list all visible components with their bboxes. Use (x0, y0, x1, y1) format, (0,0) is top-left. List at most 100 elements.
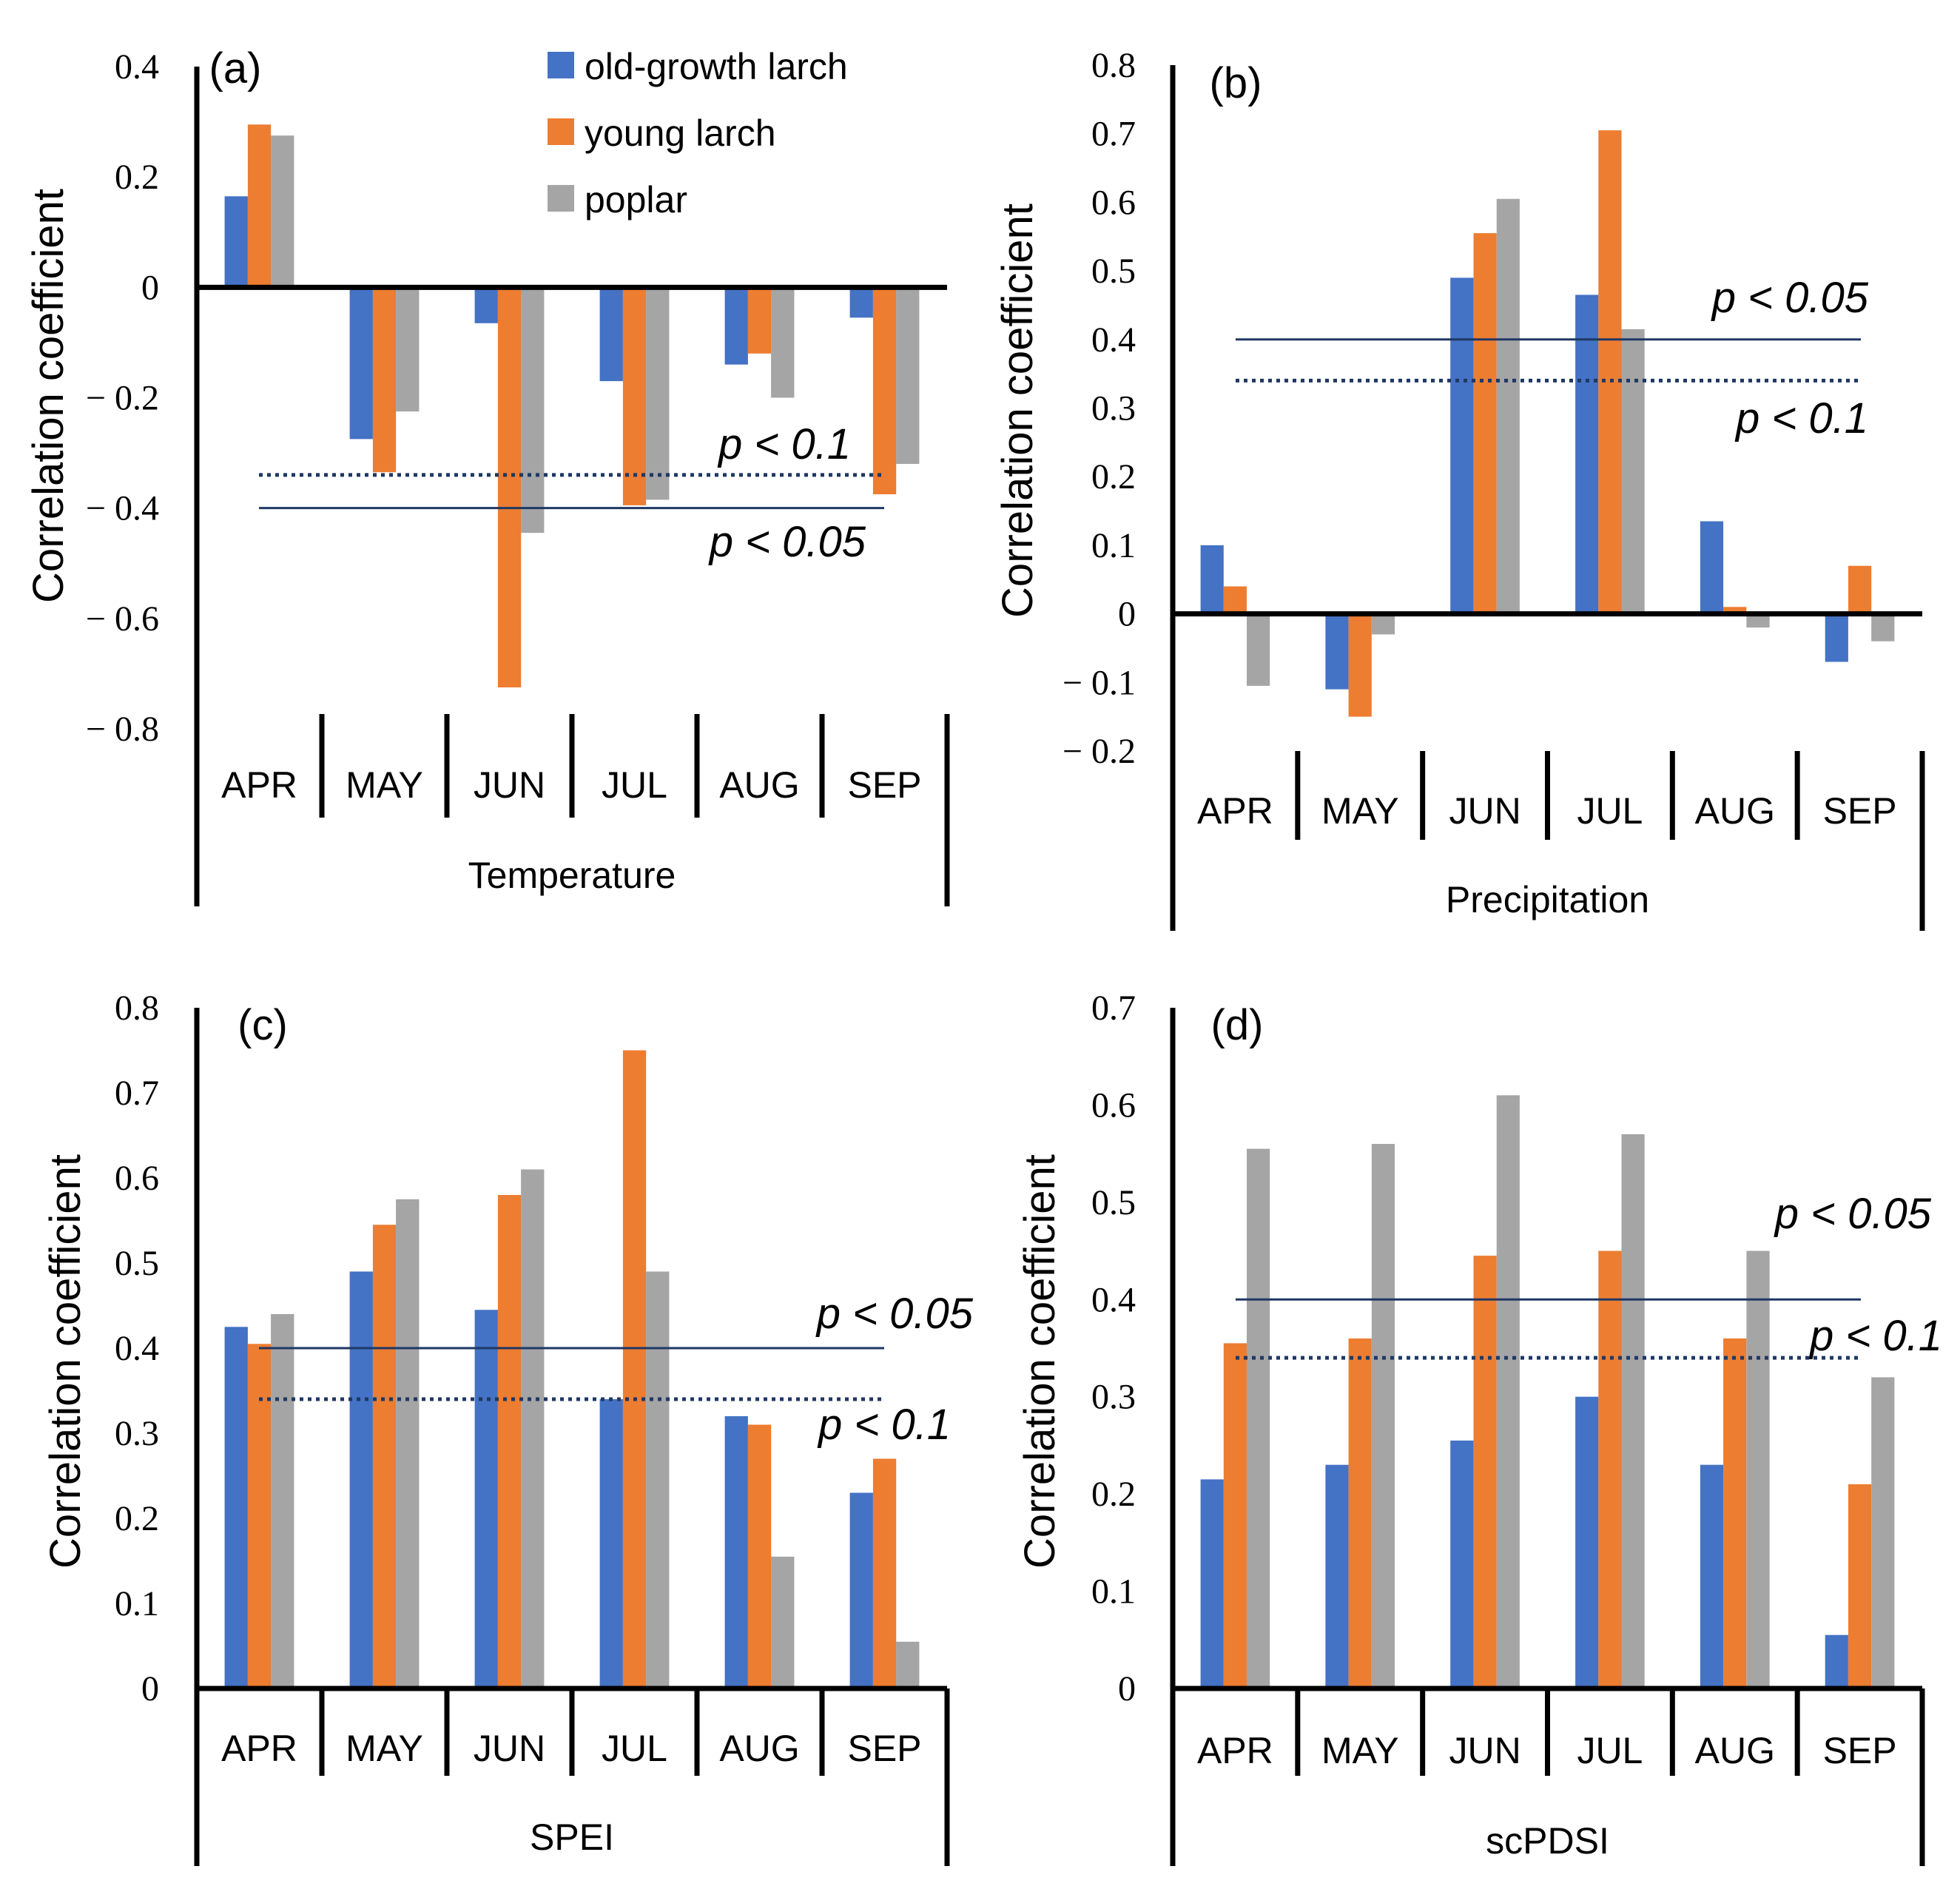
y-tick-label: 0.8 (115, 989, 159, 1028)
bar-poplar-jul (646, 1271, 670, 1688)
bar-old-growth-larch-apr (1200, 1479, 1224, 1688)
y-tick-label: 0.4 (1091, 1280, 1136, 1319)
x-category-label-aug: AUG (1695, 790, 1775, 832)
y-tick-label: 0.2 (1091, 1475, 1136, 1514)
bar-old-growth-larch-jul (1575, 294, 1599, 614)
bar-poplar-may (396, 287, 420, 412)
y-tick-label: 0.6 (1091, 183, 1136, 222)
y-tick-label: 0.1 (1091, 526, 1136, 565)
bar-poplar-jul (1621, 329, 1645, 614)
y-axis-title: Correlation coefficient (994, 203, 1042, 618)
y-tick-label: 0.6 (1091, 1085, 1136, 1125)
y-tick-label: 0 (1118, 595, 1136, 634)
chart-panel-c: 0 0.1 0.2 0.3 0.4 0.5 0.6 0.7 0.8 APR MAY JUN JUL AUG… (41, 989, 974, 1866)
x-category-label-apr: APR (1197, 1730, 1273, 1771)
y-tick-label: 0.1 (1091, 1572, 1136, 1612)
bar-young-larch-may (372, 287, 397, 473)
y-tick-label: 0.7 (1091, 989, 1136, 1028)
bar-old-growth-larch-jul (599, 287, 623, 382)
significance-label-p-0-05: p < 0.05 (815, 1290, 974, 1338)
y-tick-label: 0.7 (115, 1074, 159, 1113)
y-tick-label: 0.4 (115, 47, 159, 87)
x-category-label-aug: AUG (1695, 1730, 1775, 1771)
bar-old-growth-larch-apr (1200, 545, 1224, 614)
bar-poplar-aug (1746, 613, 1770, 628)
bar-old-growth-larch-sep (1825, 613, 1848, 662)
bar-old-growth-larch-aug (724, 1416, 748, 1688)
bar-young-larch-jun (1473, 1256, 1497, 1688)
bar-young-larch-may (372, 1225, 397, 1689)
chart-panel-d: 0 0.1 0.2 0.3 0.4 0.5 0.6 0.7 APR MAY JUN JUL AUG SEP… (1016, 989, 1942, 1866)
bar-young-larch-jul (1598, 130, 1622, 614)
bar-young-larch-aug (1723, 607, 1747, 614)
x-category-label-jul: JUL (1577, 1730, 1643, 1771)
bar-young-larch-jun (1473, 233, 1497, 614)
y-tick-label: − 0.8 (86, 710, 159, 749)
x-axis-title: SPEI (530, 1816, 614, 1858)
bar-poplar-apr (271, 135, 294, 288)
y-tick-label: 0 (141, 268, 159, 307)
bar-poplar-sep (1871, 613, 1895, 642)
legend-label-young-larch: young larch (585, 112, 776, 154)
legend-label-old-growth-larch: old-growth larch (585, 46, 848, 87)
x-category-label-apr: APR (221, 764, 297, 806)
bar-poplar-may (396, 1199, 420, 1689)
panel-label: (a) (209, 44, 262, 92)
bar-poplar-sep (896, 287, 920, 464)
bar-poplar-jun (1496, 1095, 1520, 1688)
bar-young-larch-apr (247, 1344, 272, 1689)
bar-poplar-aug (771, 1556, 795, 1689)
x-category-label-may: MAY (346, 1728, 423, 1769)
y-tick-label: − 0.4 (86, 489, 159, 528)
bar-poplar-sep (1871, 1377, 1895, 1688)
x-category-label-aug: AUG (719, 764, 799, 806)
y-tick-label: 0.1 (115, 1584, 159, 1623)
bar-young-larch-aug (747, 287, 772, 354)
bar-poplar-jun (1496, 198, 1520, 614)
panel-label: (b) (1210, 59, 1262, 107)
bar-old-growth-larch-may (349, 1271, 373, 1688)
bar-old-growth-larch-jun (474, 1310, 498, 1689)
x-category-label-jun: JUN (1449, 790, 1520, 832)
bar-young-larch-jul (1598, 1250, 1622, 1688)
bar-old-growth-larch-may (349, 287, 373, 440)
chart-panel-b: − 0.2 − 0.1 0 0.1 0.2 0.3 0.4 0.5 0.6 0.7 0.8 APR MA… (994, 46, 1925, 931)
bar-young-larch-sep (872, 1458, 897, 1688)
bar-poplar-may (1371, 613, 1395, 635)
bar-young-larch-jun (497, 1195, 522, 1688)
significance-label-p-0-05: p < 0.05 (1774, 1190, 1932, 1238)
bar-poplar-apr (1247, 1148, 1270, 1688)
bar-young-larch-aug (747, 1424, 772, 1688)
x-category-label-sep: SEP (1823, 790, 1897, 832)
bar-old-growth-larch-jul (599, 1399, 623, 1688)
significance-label-p-0-05: p < 0.05 (708, 518, 866, 566)
significance-label-p-0-1: p < 0.1 (817, 1401, 951, 1449)
bar-old-growth-larch-jun (474, 287, 498, 323)
legend: old-growth larch young larch poplar (548, 46, 848, 220)
y-tick-label: 0.3 (1091, 389, 1136, 428)
bar-old-growth-larch-apr (224, 196, 248, 288)
bar-old-growth-larch-aug (1700, 1464, 1724, 1688)
bar-old-growth-larch-aug (1700, 521, 1724, 614)
y-tick-label: − 0.2 (86, 379, 159, 418)
bar-young-larch-sep (872, 287, 897, 494)
significance-label-p-0-1: p < 0.1 (1808, 1312, 1942, 1360)
y-tick-label: 0 (1118, 1669, 1136, 1708)
bar-old-growth-larch-jun (1450, 1440, 1474, 1688)
bar-young-larch-apr (247, 124, 272, 288)
panel-label: (d) (1211, 1001, 1264, 1049)
legend-swatch-young-larch (548, 118, 574, 145)
y-axis-title: Correlation coefficient (1016, 1154, 1064, 1569)
x-category-label-jul: JUL (602, 1728, 667, 1769)
x-category-label-jun: JUN (474, 764, 545, 806)
y-tick-label: 0.5 (1091, 1183, 1136, 1222)
bar-poplar-apr (271, 1314, 294, 1688)
x-category-label-apr: APR (1197, 790, 1273, 832)
legend-label-poplar: poplar (585, 179, 687, 220)
bar-old-growth-larch-sep (849, 1492, 873, 1688)
x-category-label-jun: JUN (1449, 1730, 1520, 1771)
x-axis-title: Temperature (468, 855, 676, 896)
y-tick-label: 0.5 (115, 1244, 159, 1283)
bar-young-larch-apr (1223, 1343, 1247, 1688)
